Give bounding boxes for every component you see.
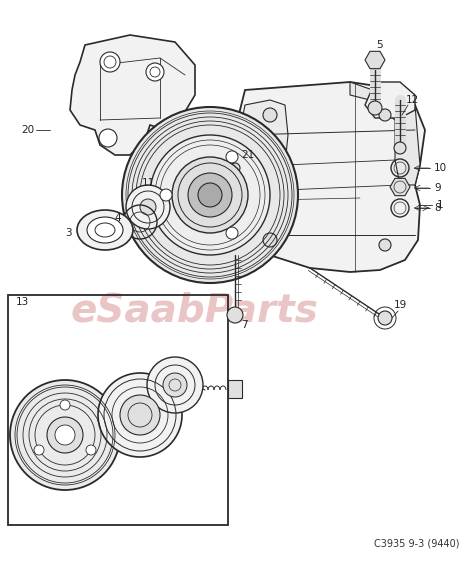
Text: 5: 5 xyxy=(377,40,383,50)
Polygon shape xyxy=(390,178,410,196)
Ellipse shape xyxy=(87,217,123,243)
Bar xyxy=(8,295,228,525)
Polygon shape xyxy=(235,82,425,272)
Polygon shape xyxy=(350,82,420,185)
Text: 4: 4 xyxy=(115,213,121,223)
Text: 21: 21 xyxy=(241,150,255,160)
Circle shape xyxy=(379,239,391,251)
Text: 3: 3 xyxy=(64,228,71,238)
Text: 1: 1 xyxy=(437,200,443,210)
Circle shape xyxy=(378,311,392,325)
Circle shape xyxy=(230,163,240,173)
Ellipse shape xyxy=(77,210,133,250)
Text: 19: 19 xyxy=(393,300,407,310)
Text: 12: 12 xyxy=(405,95,419,105)
Circle shape xyxy=(122,107,298,283)
Circle shape xyxy=(198,183,222,207)
Circle shape xyxy=(263,233,277,247)
Circle shape xyxy=(99,129,117,147)
Circle shape xyxy=(100,52,120,72)
Text: C3935 9-3 (9440): C3935 9-3 (9440) xyxy=(374,538,460,548)
Text: 20: 20 xyxy=(21,125,35,135)
Circle shape xyxy=(394,142,406,154)
Text: eSaabParts: eSaabParts xyxy=(71,291,319,329)
Circle shape xyxy=(126,185,170,229)
Circle shape xyxy=(379,109,391,121)
Circle shape xyxy=(188,173,232,217)
Polygon shape xyxy=(238,100,288,210)
Circle shape xyxy=(163,373,187,397)
Circle shape xyxy=(226,151,238,163)
Circle shape xyxy=(172,157,248,233)
Circle shape xyxy=(55,425,75,445)
Circle shape xyxy=(368,101,382,115)
Circle shape xyxy=(34,445,44,455)
Circle shape xyxy=(147,357,203,413)
Circle shape xyxy=(47,417,83,453)
Circle shape xyxy=(146,63,164,81)
Text: 11: 11 xyxy=(141,178,155,188)
Circle shape xyxy=(86,445,96,455)
Circle shape xyxy=(160,189,172,201)
Text: 9: 9 xyxy=(435,183,441,193)
Circle shape xyxy=(120,395,160,435)
Circle shape xyxy=(140,199,156,215)
Polygon shape xyxy=(365,82,415,118)
Circle shape xyxy=(150,135,270,255)
Bar xyxy=(228,380,242,398)
Polygon shape xyxy=(365,52,385,68)
Text: 13: 13 xyxy=(15,297,28,307)
Text: 8: 8 xyxy=(435,203,441,213)
Circle shape xyxy=(227,307,243,323)
Circle shape xyxy=(10,380,120,490)
Text: 10: 10 xyxy=(433,163,447,173)
Circle shape xyxy=(98,373,182,457)
Text: 7: 7 xyxy=(241,320,247,330)
Circle shape xyxy=(263,108,277,122)
Circle shape xyxy=(226,227,238,239)
Circle shape xyxy=(60,400,70,410)
Polygon shape xyxy=(70,35,195,155)
